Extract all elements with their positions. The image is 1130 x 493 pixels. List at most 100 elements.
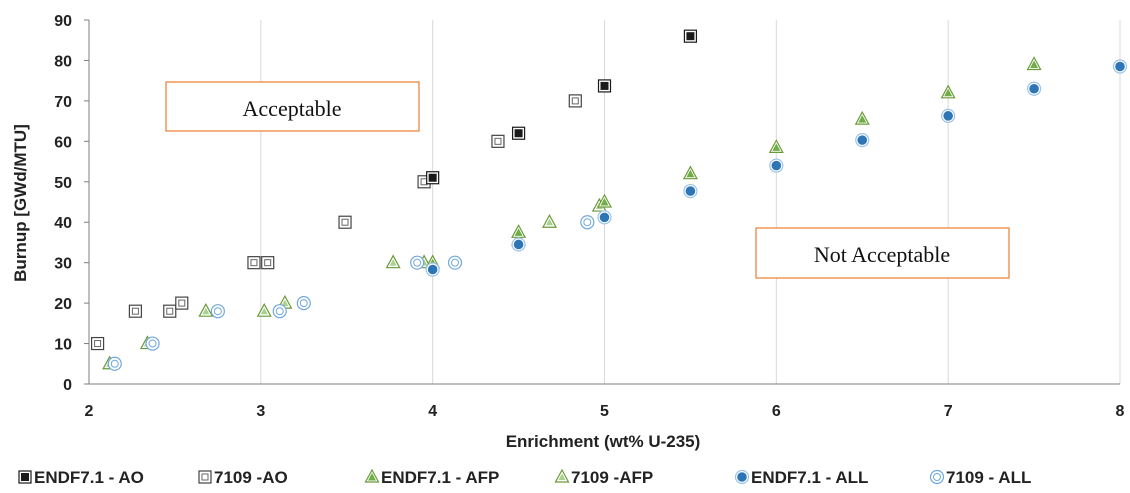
y-tick-label: 10 xyxy=(54,337,72,354)
axes xyxy=(84,19,1120,385)
data-point xyxy=(247,256,261,270)
marker-fill xyxy=(772,143,781,151)
data-point xyxy=(128,304,142,318)
data-point xyxy=(511,224,527,238)
data-point xyxy=(198,302,214,317)
marker-outline xyxy=(175,296,189,310)
data-point xyxy=(683,29,698,43)
x-axis-title: Enrichment (wt% U-235) xyxy=(506,432,701,451)
marker-inner xyxy=(341,218,349,226)
y-tick-label: 70 xyxy=(54,94,72,111)
marker-fill xyxy=(281,299,289,307)
marker-fill xyxy=(1030,60,1039,68)
x-tick-label: 6 xyxy=(772,403,781,420)
marker-inner xyxy=(250,259,258,267)
y-tick-label: 40 xyxy=(54,215,72,232)
data-point xyxy=(854,110,870,125)
marker-inner xyxy=(413,258,422,267)
data-point xyxy=(597,210,612,225)
marker-fill xyxy=(600,198,609,206)
marker-outline xyxy=(247,256,261,270)
marker-fill xyxy=(427,264,438,275)
data-point xyxy=(145,336,160,351)
marker-outline xyxy=(491,134,505,148)
legend-label: ENDF7.1 - AO xyxy=(34,468,144,487)
data-point xyxy=(683,183,698,199)
marker-fill xyxy=(260,307,268,315)
marker-outline xyxy=(198,470,212,484)
x-tick-label: 4 xyxy=(428,403,437,420)
data-point xyxy=(210,304,225,319)
data-point xyxy=(511,237,526,252)
marker-inner xyxy=(451,258,460,267)
marker-outline xyxy=(107,356,122,371)
legend-label: ENDF7.1 - AFP xyxy=(381,468,499,487)
marker-outline xyxy=(163,304,177,318)
data-point xyxy=(261,256,275,270)
marker-fill xyxy=(857,135,868,145)
marker-inner xyxy=(933,473,941,481)
legend: ENDF7.1 - AO 7109 -AO ENDF7.1 - AFP 7109 -A… xyxy=(18,468,1031,487)
marker-fill xyxy=(1115,61,1125,72)
data-point xyxy=(768,139,784,153)
legend-label: 7109 -AO xyxy=(214,468,288,487)
not-acceptable-box xyxy=(755,227,1010,279)
legend-item: 7109 -AFP xyxy=(554,468,653,487)
not-acceptable-label: Not Acceptable xyxy=(814,242,950,267)
legend-item: 7109 - ALL xyxy=(929,468,1031,487)
data-point xyxy=(682,165,698,180)
y-tick-label: 50 xyxy=(54,175,72,192)
marker-fill xyxy=(944,88,953,97)
marker-outline xyxy=(210,304,225,319)
marker-fill xyxy=(513,239,524,250)
data-point xyxy=(1026,81,1042,96)
marker-fill xyxy=(514,228,523,236)
data-point xyxy=(338,215,352,229)
marker-inner xyxy=(201,473,209,481)
marker-inner xyxy=(178,299,186,307)
y-tick-label: 90 xyxy=(54,13,72,30)
data-point xyxy=(425,262,440,277)
marker-inner xyxy=(571,97,579,105)
acceptable-label: Acceptable xyxy=(243,96,342,121)
data-point xyxy=(568,94,582,108)
x-tick-label: 8 xyxy=(1116,403,1125,420)
marker-fill xyxy=(21,473,29,481)
marker-inner xyxy=(148,339,157,348)
marker-fill xyxy=(599,212,610,223)
marker-fill xyxy=(858,115,867,123)
x-tick-label: 5 xyxy=(600,403,609,420)
marker-inner xyxy=(94,340,102,348)
data-point xyxy=(940,84,956,99)
marker-fill xyxy=(685,186,696,196)
marker-fill xyxy=(428,173,437,182)
legend-item: ENDF7.1 - AFP xyxy=(364,468,499,487)
data-point xyxy=(163,304,177,318)
y-tick-label: 60 xyxy=(54,134,72,151)
marker-inner xyxy=(166,307,174,315)
y-tick-label: 0 xyxy=(63,377,72,394)
data-point xyxy=(447,255,463,270)
data-point xyxy=(542,213,558,228)
data-point xyxy=(511,126,526,140)
x-tick-label: 7 xyxy=(944,403,953,420)
legend-label: 7109 - ALL xyxy=(946,468,1031,487)
data-point xyxy=(941,108,956,123)
data-point xyxy=(256,302,272,317)
marker-outline xyxy=(272,304,287,319)
marker-outline xyxy=(261,256,275,270)
data-point xyxy=(596,193,613,208)
data-point xyxy=(385,254,401,269)
legend-label: 7109 -AFP xyxy=(571,468,653,487)
marker-inner xyxy=(494,137,502,145)
marker-outline xyxy=(580,215,595,230)
y-axis-title: Burnup [GWd/MTU] xyxy=(11,124,30,282)
marker-outline xyxy=(145,336,160,351)
data-point xyxy=(426,171,440,185)
marker-fill xyxy=(1029,83,1039,94)
data-point xyxy=(769,158,784,173)
marker-outline xyxy=(90,336,105,351)
marker-outline xyxy=(296,296,311,311)
